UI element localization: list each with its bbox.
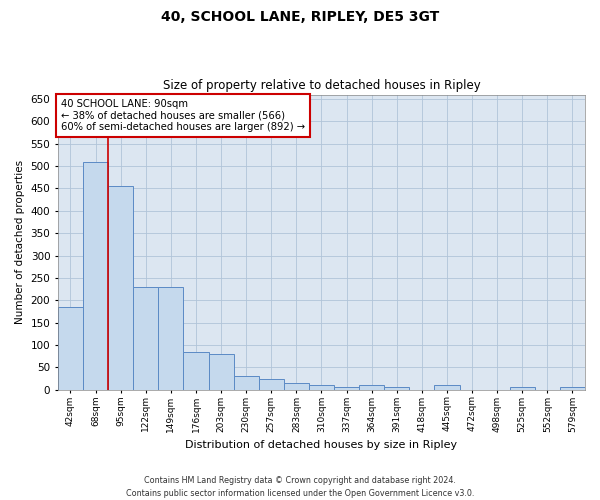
Bar [284,383,309,390]
Bar [83,162,108,390]
Bar [384,388,409,390]
Bar [108,186,133,390]
Bar [259,378,284,390]
Bar [233,376,259,390]
Bar [510,388,535,390]
Bar [133,287,158,390]
X-axis label: Distribution of detached houses by size in Ripley: Distribution of detached houses by size … [185,440,458,450]
Bar [158,287,184,390]
Text: 40, SCHOOL LANE, RIPLEY, DE5 3GT: 40, SCHOOL LANE, RIPLEY, DE5 3GT [161,10,439,24]
Bar [359,386,384,390]
Bar [309,386,334,390]
Bar [334,388,359,390]
Text: 40 SCHOOL LANE: 90sqm
← 38% of detached houses are smaller (566)
60% of semi-det: 40 SCHOOL LANE: 90sqm ← 38% of detached … [61,99,305,132]
Title: Size of property relative to detached houses in Ripley: Size of property relative to detached ho… [163,79,481,92]
Bar [184,352,209,390]
Text: Contains HM Land Registry data © Crown copyright and database right 2024.
Contai: Contains HM Land Registry data © Crown c… [126,476,474,498]
Bar [434,386,460,390]
Y-axis label: Number of detached properties: Number of detached properties [15,160,25,324]
Bar [560,388,585,390]
Bar [209,354,233,390]
Bar [58,307,83,390]
